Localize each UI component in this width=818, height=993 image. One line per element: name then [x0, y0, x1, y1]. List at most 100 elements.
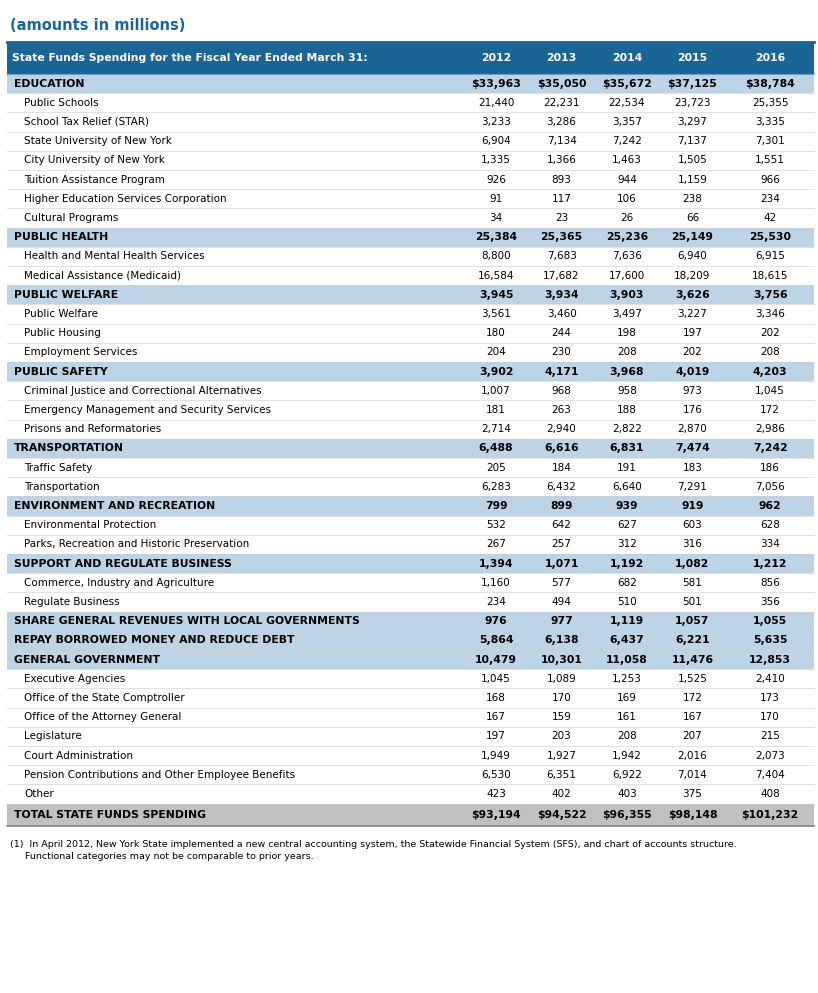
- Text: Medical Assistance (Medicaid): Medical Assistance (Medicaid): [25, 271, 182, 281]
- Bar: [7, 650, 814, 669]
- Text: 244: 244: [551, 329, 572, 339]
- Text: 25,384: 25,384: [475, 232, 517, 242]
- Text: 3,460: 3,460: [546, 309, 577, 319]
- Text: 208: 208: [617, 348, 637, 357]
- Text: 6,432: 6,432: [546, 482, 577, 492]
- Text: Higher Education Services Corporation: Higher Education Services Corporation: [25, 194, 227, 204]
- Text: 577: 577: [551, 578, 572, 588]
- Text: REPAY BORROWED MONEY AND REDUCE DEBT: REPAY BORROWED MONEY AND REDUCE DEBT: [14, 636, 294, 645]
- Text: 581: 581: [682, 578, 703, 588]
- Bar: [7, 209, 814, 227]
- Text: 7,056: 7,056: [755, 482, 785, 492]
- Text: 1,055: 1,055: [753, 617, 787, 627]
- Bar: [7, 285, 814, 305]
- Bar: [7, 132, 814, 151]
- Text: 6,437: 6,437: [609, 636, 645, 645]
- Text: 238: 238: [682, 194, 703, 204]
- Text: 183: 183: [682, 463, 703, 473]
- Text: 12,853: 12,853: [749, 654, 791, 664]
- Text: Functional categories may not be comparable to prior years.: Functional categories may not be compara…: [10, 852, 313, 861]
- Bar: [7, 573, 814, 593]
- Text: 6,138: 6,138: [544, 636, 579, 645]
- Text: 181: 181: [486, 405, 506, 415]
- Text: 312: 312: [617, 539, 637, 549]
- Text: $37,125: $37,125: [667, 78, 717, 88]
- Text: 8,800: 8,800: [481, 251, 511, 261]
- Text: 25,530: 25,530: [749, 232, 791, 242]
- Text: SHARE GENERAL REVENUES WITH LOCAL GOVERNMENTS: SHARE GENERAL REVENUES WITH LOCAL GOVERN…: [14, 617, 360, 627]
- Bar: [7, 803, 814, 825]
- Text: 403: 403: [617, 789, 637, 799]
- Text: 7,301: 7,301: [755, 136, 785, 146]
- Text: 7,474: 7,474: [675, 444, 710, 454]
- Text: $96,355: $96,355: [602, 809, 652, 819]
- Text: 2,986: 2,986: [755, 424, 785, 434]
- Bar: [7, 439, 814, 458]
- Text: 6,904: 6,904: [481, 136, 511, 146]
- Text: 2,410: 2,410: [755, 674, 785, 684]
- Text: 11,058: 11,058: [606, 654, 648, 664]
- Text: 899: 899: [551, 501, 573, 511]
- Text: 4,171: 4,171: [544, 366, 579, 376]
- Text: 234: 234: [760, 194, 780, 204]
- Text: 1,525: 1,525: [677, 674, 708, 684]
- Text: $38,784: $38,784: [745, 78, 795, 88]
- Text: 926: 926: [486, 175, 506, 185]
- Text: 7,291: 7,291: [677, 482, 708, 492]
- Text: 25,149: 25,149: [672, 232, 713, 242]
- Text: 3,233: 3,233: [481, 117, 511, 127]
- Bar: [7, 305, 814, 324]
- Text: TOTAL STATE FUNDS SPENDING: TOTAL STATE FUNDS SPENDING: [14, 809, 206, 819]
- Text: 1,942: 1,942: [612, 751, 642, 761]
- Text: 170: 170: [551, 693, 572, 703]
- Text: 1,119: 1,119: [610, 617, 644, 627]
- Text: 10,479: 10,479: [475, 654, 517, 664]
- Text: 6,915: 6,915: [755, 251, 785, 261]
- Bar: [7, 478, 814, 496]
- Bar: [7, 324, 814, 343]
- Text: 1,071: 1,071: [544, 559, 579, 569]
- Bar: [7, 400, 814, 420]
- Text: 408: 408: [760, 789, 780, 799]
- Text: Office of the State Comptroller: Office of the State Comptroller: [25, 693, 185, 703]
- Text: 3,297: 3,297: [677, 117, 708, 127]
- Text: 1,082: 1,082: [675, 559, 710, 569]
- Text: 316: 316: [682, 539, 703, 549]
- Text: 642: 642: [551, 520, 572, 530]
- Text: 2015: 2015: [677, 53, 708, 63]
- Text: 23,723: 23,723: [674, 97, 711, 108]
- Text: 204: 204: [486, 348, 506, 357]
- Text: 22,534: 22,534: [609, 97, 645, 108]
- Text: 267: 267: [486, 539, 506, 549]
- Text: 3,497: 3,497: [612, 309, 642, 319]
- Text: 7,404: 7,404: [755, 770, 785, 780]
- Bar: [7, 458, 814, 478]
- Text: 1,335: 1,335: [481, 155, 511, 166]
- Text: Court Administration: Court Administration: [25, 751, 133, 761]
- Text: 176: 176: [682, 405, 703, 415]
- Text: 6,922: 6,922: [612, 770, 642, 780]
- Text: ENVIRONMENT AND RECREATION: ENVIRONMENT AND RECREATION: [14, 501, 215, 511]
- Text: 627: 627: [617, 520, 637, 530]
- Text: 3,626: 3,626: [675, 290, 710, 300]
- Bar: [7, 496, 814, 515]
- Bar: [7, 190, 814, 209]
- Text: 3,934: 3,934: [544, 290, 579, 300]
- Text: 170: 170: [760, 712, 780, 722]
- Text: 973: 973: [682, 386, 703, 396]
- Text: 3,346: 3,346: [755, 309, 785, 319]
- Text: Cultural Programs: Cultural Programs: [25, 213, 119, 223]
- Text: Parks, Recreation and Historic Preservation: Parks, Recreation and Historic Preservat…: [25, 539, 249, 549]
- Text: 106: 106: [617, 194, 637, 204]
- Text: 532: 532: [486, 520, 506, 530]
- Text: 1,551: 1,551: [755, 155, 785, 166]
- Text: (amounts in millions): (amounts in millions): [10, 18, 185, 33]
- Text: Transportation: Transportation: [25, 482, 100, 492]
- Text: 2,822: 2,822: [612, 424, 642, 434]
- Text: 21,440: 21,440: [478, 97, 515, 108]
- Text: 1,253: 1,253: [612, 674, 642, 684]
- Text: Office of the Attorney General: Office of the Attorney General: [25, 712, 182, 722]
- Bar: [7, 381, 814, 400]
- Text: 25,355: 25,355: [752, 97, 789, 108]
- Text: 168: 168: [486, 693, 506, 703]
